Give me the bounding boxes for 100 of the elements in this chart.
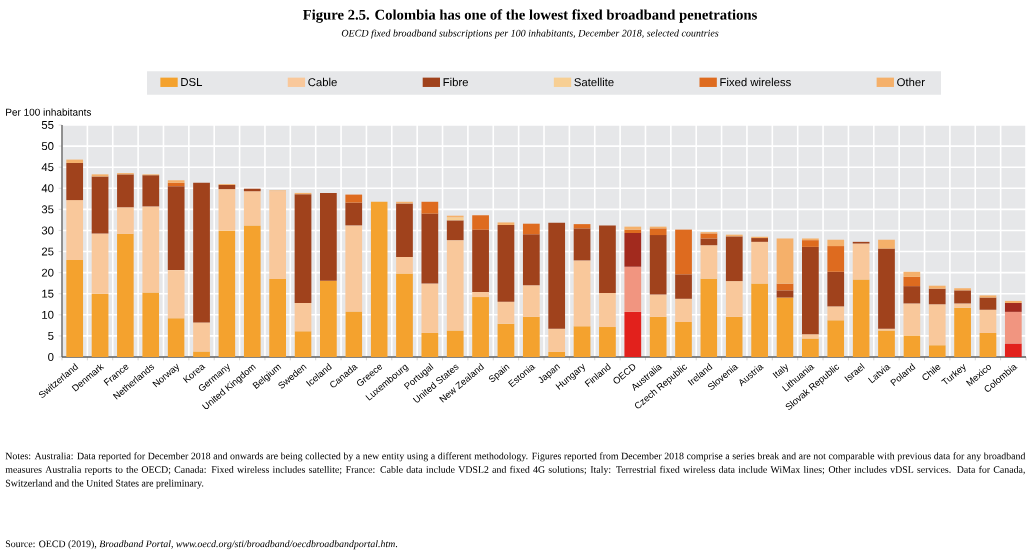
bar (345, 311, 363, 357)
bar (827, 271, 845, 307)
bar (472, 215, 489, 230)
bar (700, 233, 718, 239)
bar (446, 330, 464, 357)
bar (91, 233, 109, 294)
bar (903, 303, 921, 336)
bar (675, 229, 692, 275)
bar (421, 213, 439, 284)
bar (827, 306, 845, 321)
bar (66, 200, 84, 260)
bar (446, 220, 464, 241)
bar (675, 274, 692, 299)
bar (269, 191, 287, 279)
bar (573, 260, 591, 327)
bar (700, 245, 718, 279)
bar (117, 233, 134, 357)
y-tick-label: 0 (48, 353, 54, 362)
bar (117, 207, 134, 234)
bar (66, 159, 84, 163)
bar (117, 174, 134, 208)
bar (573, 224, 591, 229)
bar (624, 311, 642, 357)
bar (599, 327, 616, 357)
bar (522, 234, 540, 286)
bar (1004, 303, 1022, 312)
bar (142, 175, 160, 207)
y-tick-label: 15 (42, 289, 54, 298)
bar (345, 194, 363, 203)
bar (548, 328, 566, 352)
bar (751, 241, 769, 284)
bar (878, 330, 895, 357)
bar (522, 316, 540, 357)
bar (294, 331, 312, 357)
bar (979, 309, 997, 333)
bar (700, 238, 718, 246)
legend-label: Fibre (443, 77, 468, 87)
bar (776, 290, 794, 298)
bar (852, 243, 870, 280)
bar (193, 182, 210, 323)
bar (802, 338, 819, 357)
bar (522, 285, 540, 317)
bar (472, 292, 489, 298)
bar (928, 285, 946, 289)
bar (218, 189, 236, 231)
y-tick-label: 5 (48, 331, 54, 340)
y-tick-label: 55 (41, 121, 54, 129)
bar (675, 321, 692, 357)
bar (243, 191, 261, 226)
bar (497, 222, 515, 225)
bar (167, 180, 185, 183)
bar (396, 273, 413, 357)
bar (802, 334, 819, 339)
y-tick-label: 20 (41, 268, 54, 277)
bar (497, 301, 515, 324)
bar (370, 201, 388, 357)
bar (167, 182, 185, 187)
bar (979, 297, 997, 310)
bar (91, 293, 109, 357)
bar (649, 294, 667, 317)
bar (320, 280, 337, 357)
bar (421, 201, 439, 214)
bar (142, 292, 160, 357)
bar (725, 316, 743, 357)
bar (167, 318, 185, 357)
bar (802, 240, 819, 247)
bar (91, 174, 109, 177)
bar (954, 303, 971, 308)
bar (675, 298, 692, 322)
source-note: Source: OECD (2019), Broadband Portal, www.oecd.org/sti/broadband/oecdbroadbandportal.htm. (5, 540, 398, 550)
text: Notes: Australia: Data reported for December 2018 and onwards are being collected by a new entity using a different methodology. Figures reported from December 2018 comprise a series break and are not comparable with previous data for any broadband measures Australia reports to the OECD; Canada: Fixed wireless includes satellite; France: Cable data include VDSL2 and fixed 4G solutions; Italy: Terrestrial fixed wireless data include WiMax lines; Other includes vDSL services. Data for Canada, Switzerland and the United States are preliminary. (5, 452, 1026, 489)
bar (928, 345, 946, 357)
bar (396, 257, 413, 274)
x-tick-label: Chile (922, 365, 941, 381)
bar (624, 266, 642, 312)
bar (599, 292, 616, 328)
bar (725, 281, 743, 317)
bar (294, 303, 312, 332)
bar (345, 202, 363, 226)
bar (649, 235, 667, 295)
legend-label: DSL (181, 78, 203, 87)
bar (751, 283, 769, 357)
bar (1004, 343, 1022, 357)
bar (878, 248, 895, 329)
y-tick-label: 45 (41, 163, 54, 172)
bar (167, 186, 185, 271)
bar (421, 283, 439, 333)
bar (421, 332, 439, 357)
bar (827, 246, 845, 272)
bar (954, 288, 971, 291)
bar (91, 176, 109, 234)
bar (599, 225, 616, 293)
legend-label: Fixed wireless (720, 77, 791, 87)
bar (66, 162, 84, 201)
bar (472, 229, 489, 293)
y-tick-label: 35 (41, 205, 54, 214)
bar (548, 222, 566, 329)
y-tick-label: 30 (41, 226, 54, 235)
bar (903, 335, 921, 357)
bar (243, 225, 261, 357)
